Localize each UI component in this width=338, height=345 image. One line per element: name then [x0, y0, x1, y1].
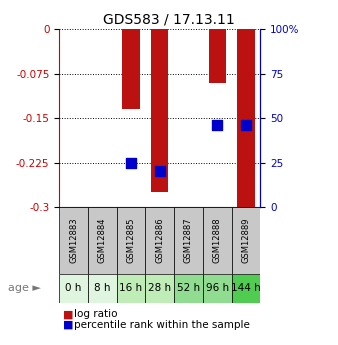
Bar [117, 207, 145, 274]
Text: 8 h: 8 h [94, 284, 111, 293]
Bar [232, 274, 260, 303]
Bar [151, 29, 168, 192]
Text: GSM12884: GSM12884 [98, 218, 107, 263]
Bar [59, 207, 88, 274]
Text: GSM12886: GSM12886 [155, 218, 164, 264]
Text: GSM12885: GSM12885 [126, 218, 136, 263]
Point [157, 169, 162, 174]
Bar [88, 207, 117, 274]
Bar [174, 274, 203, 303]
Point [128, 160, 134, 165]
Bar [203, 207, 232, 274]
Bar [122, 29, 140, 109]
Text: 96 h: 96 h [206, 284, 229, 293]
Bar [117, 274, 145, 303]
Bar [145, 274, 174, 303]
Bar [209, 29, 226, 82]
Text: 28 h: 28 h [148, 284, 171, 293]
Bar [59, 274, 88, 303]
Text: GSM12887: GSM12887 [184, 218, 193, 264]
Text: GSM12888: GSM12888 [213, 218, 222, 264]
Bar [237, 29, 255, 207]
Text: GSM12889: GSM12889 [241, 218, 250, 263]
Text: ■: ■ [63, 320, 73, 330]
Text: 52 h: 52 h [177, 284, 200, 293]
Text: GDS583 / 17.13.11: GDS583 / 17.13.11 [103, 12, 235, 26]
Text: 144 h: 144 h [231, 284, 261, 293]
Bar [145, 207, 174, 274]
Text: percentile rank within the sample: percentile rank within the sample [74, 320, 250, 330]
Point [243, 122, 248, 128]
Bar [174, 207, 203, 274]
Text: 16 h: 16 h [119, 284, 143, 293]
Point [214, 122, 220, 128]
Text: 0 h: 0 h [65, 284, 82, 293]
Text: age ►: age ► [8, 284, 41, 293]
Text: ■: ■ [63, 309, 73, 319]
Text: GSM12883: GSM12883 [69, 218, 78, 264]
Bar [203, 274, 232, 303]
Bar [232, 207, 260, 274]
Bar [88, 274, 117, 303]
Text: log ratio: log ratio [74, 309, 118, 319]
